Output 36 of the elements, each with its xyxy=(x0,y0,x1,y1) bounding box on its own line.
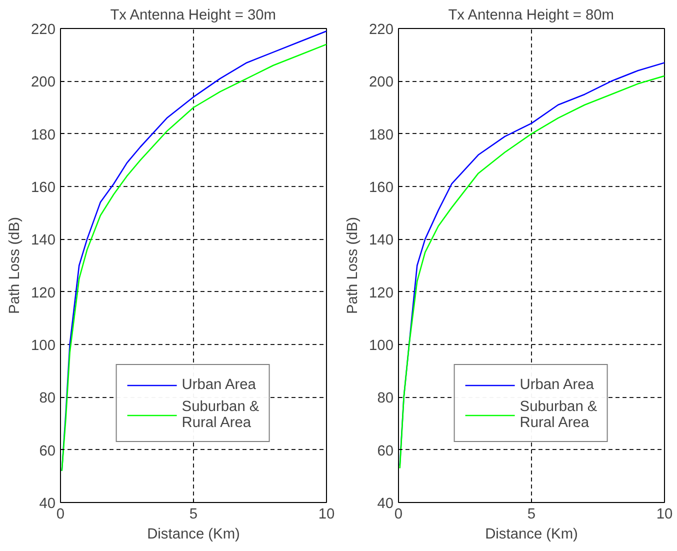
y-tick-label: 220 xyxy=(369,22,394,38)
x-tick-label: 5 xyxy=(527,506,536,522)
y-tick-label: 80 xyxy=(39,390,56,407)
chart-title: Tx Antenna Height = 80m xyxy=(448,8,614,24)
y-axis-title: Path Loss (dB) xyxy=(345,217,362,314)
legend-label: Urban Area xyxy=(520,377,594,393)
x-tick-label: 0 xyxy=(394,506,403,522)
y-tick-label: 200 xyxy=(369,74,394,91)
x-tick-label: 0 xyxy=(56,506,65,522)
legend-label: Suburban & Rural Area xyxy=(520,399,598,431)
y-tick-label: 160 xyxy=(31,180,56,196)
y-tick-label: 180 xyxy=(31,127,56,144)
y-axis-title: Path Loss (dB) xyxy=(7,217,24,314)
y-tick-label: 40 xyxy=(39,496,56,512)
y-tick-label: 180 xyxy=(369,127,394,144)
y-tick-label: 220 xyxy=(31,22,56,38)
x-tick-label: 10 xyxy=(318,506,335,522)
y-tick-label: 140 xyxy=(31,232,56,249)
y-tick-label: 80 xyxy=(377,390,394,407)
y-tick-label: 140 xyxy=(369,232,394,249)
y-tick-label: 100 xyxy=(31,338,56,354)
x-tick-label: 10 xyxy=(656,506,673,522)
y-tick-label: 40 xyxy=(377,496,394,512)
legend-label: Urban Area xyxy=(182,377,256,393)
x-tick-label: 5 xyxy=(189,506,198,522)
y-tick-label: 100 xyxy=(369,338,394,354)
x-axis-title: Distance (Km) xyxy=(485,526,578,542)
legend-label: Suburban & Rural Area xyxy=(182,399,260,431)
y-tick-label: 160 xyxy=(369,180,394,196)
chart-title: Tx Antenna Height = 30m xyxy=(110,8,276,24)
y-tick-label: 120 xyxy=(31,285,56,302)
y-tick-label: 120 xyxy=(369,285,394,302)
x-axis-title: Distance (Km) xyxy=(147,526,240,542)
y-tick-label: 60 xyxy=(39,443,56,460)
y-tick-label: 200 xyxy=(31,74,56,91)
y-tick-label: 60 xyxy=(377,443,394,460)
